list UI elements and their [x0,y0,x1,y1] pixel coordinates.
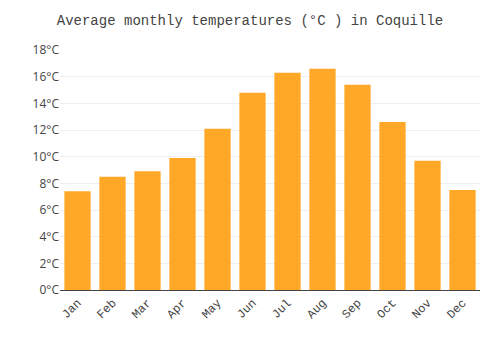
svg-text:Jul: Jul [269,297,294,322]
svg-text:Jun: Jun [234,297,259,322]
svg-text:12°C: 12°C [33,121,60,138]
svg-text:Jan: Jan [59,297,84,322]
svg-text:May: May [199,297,224,322]
svg-text:Feb: Feb [94,297,119,322]
svg-text:Sep: Sep [339,297,364,322]
svg-text:0°C: 0°C [39,281,59,298]
svg-text:Nov: Nov [409,297,434,322]
svg-text:14°C: 14°C [33,95,60,112]
svg-text:Apr: Apr [164,297,189,322]
svg-text:Mar: Mar [129,297,154,322]
svg-text:Oct: Oct [374,297,399,322]
svg-text:4°C: 4°C [39,228,59,245]
svg-text:8°C: 8°C [39,175,59,192]
svg-text:10°C: 10°C [33,148,60,165]
svg-text:16°C: 16°C [33,68,60,85]
svg-text:Average monthly temperatures (: Average monthly temperatures (°C ) in Co… [57,13,443,29]
svg-text:18°C: 18°C [33,41,60,58]
svg-text:Aug: Aug [304,297,329,322]
svg-text:6°C: 6°C [39,201,59,218]
svg-text:Dec: Dec [444,297,469,322]
svg-text:2°C: 2°C [39,255,59,272]
